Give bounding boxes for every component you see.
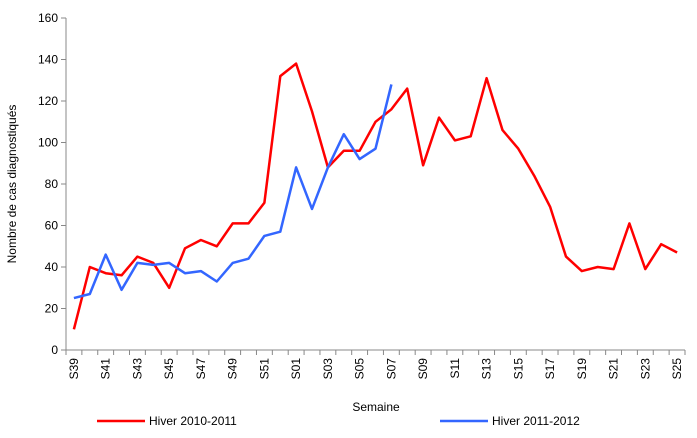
legend-label: Hiver 2011-2012 [492,414,580,428]
x-tick-label: S47 [194,358,208,380]
y-tick-label: 40 [45,260,59,274]
x-tick-label: S49 [226,358,240,380]
y-tick-label: 0 [51,343,58,357]
y-tick-label: 80 [45,177,59,191]
x-tick-label: S51 [257,358,271,380]
x-tick-label: S03 [321,358,335,380]
x-tick-label: S21 [607,358,621,380]
y-axis-title: Nombre de cas diagnostiqués [5,105,19,264]
y-tick-label: 100 [38,136,58,150]
x-tick-label: S09 [416,358,430,380]
x-tick-label: S01 [289,358,303,380]
x-tick-label: S45 [162,358,176,380]
y-tick-label: 60 [45,219,59,233]
x-tick-label: S19 [575,358,589,380]
x-tick-label: S41 [99,358,113,380]
legend-label: Hiver 2010-2011 [149,414,237,428]
series-line [73,84,393,300]
y-tick-label: 160 [38,11,58,25]
x-tick-label: S11 [448,358,462,379]
x-tick-label: S43 [130,358,144,380]
series-line [72,62,678,330]
x-tick-label: S05 [353,358,367,380]
y-tick-label: 140 [38,53,58,67]
y-tick-label: 20 [45,302,59,316]
x-tick-label: S07 [384,358,398,380]
x-tick-label: S17 [543,358,557,380]
x-tick-label: S15 [511,358,525,380]
y-tick-label: 120 [38,94,58,108]
x-tick-label: S23 [638,358,652,380]
x-tick-label: S13 [480,358,494,380]
x-tick-label: S39 [67,358,81,380]
x-tick-label: S25 [670,358,684,380]
x-axis-title: Semaine [352,400,400,414]
